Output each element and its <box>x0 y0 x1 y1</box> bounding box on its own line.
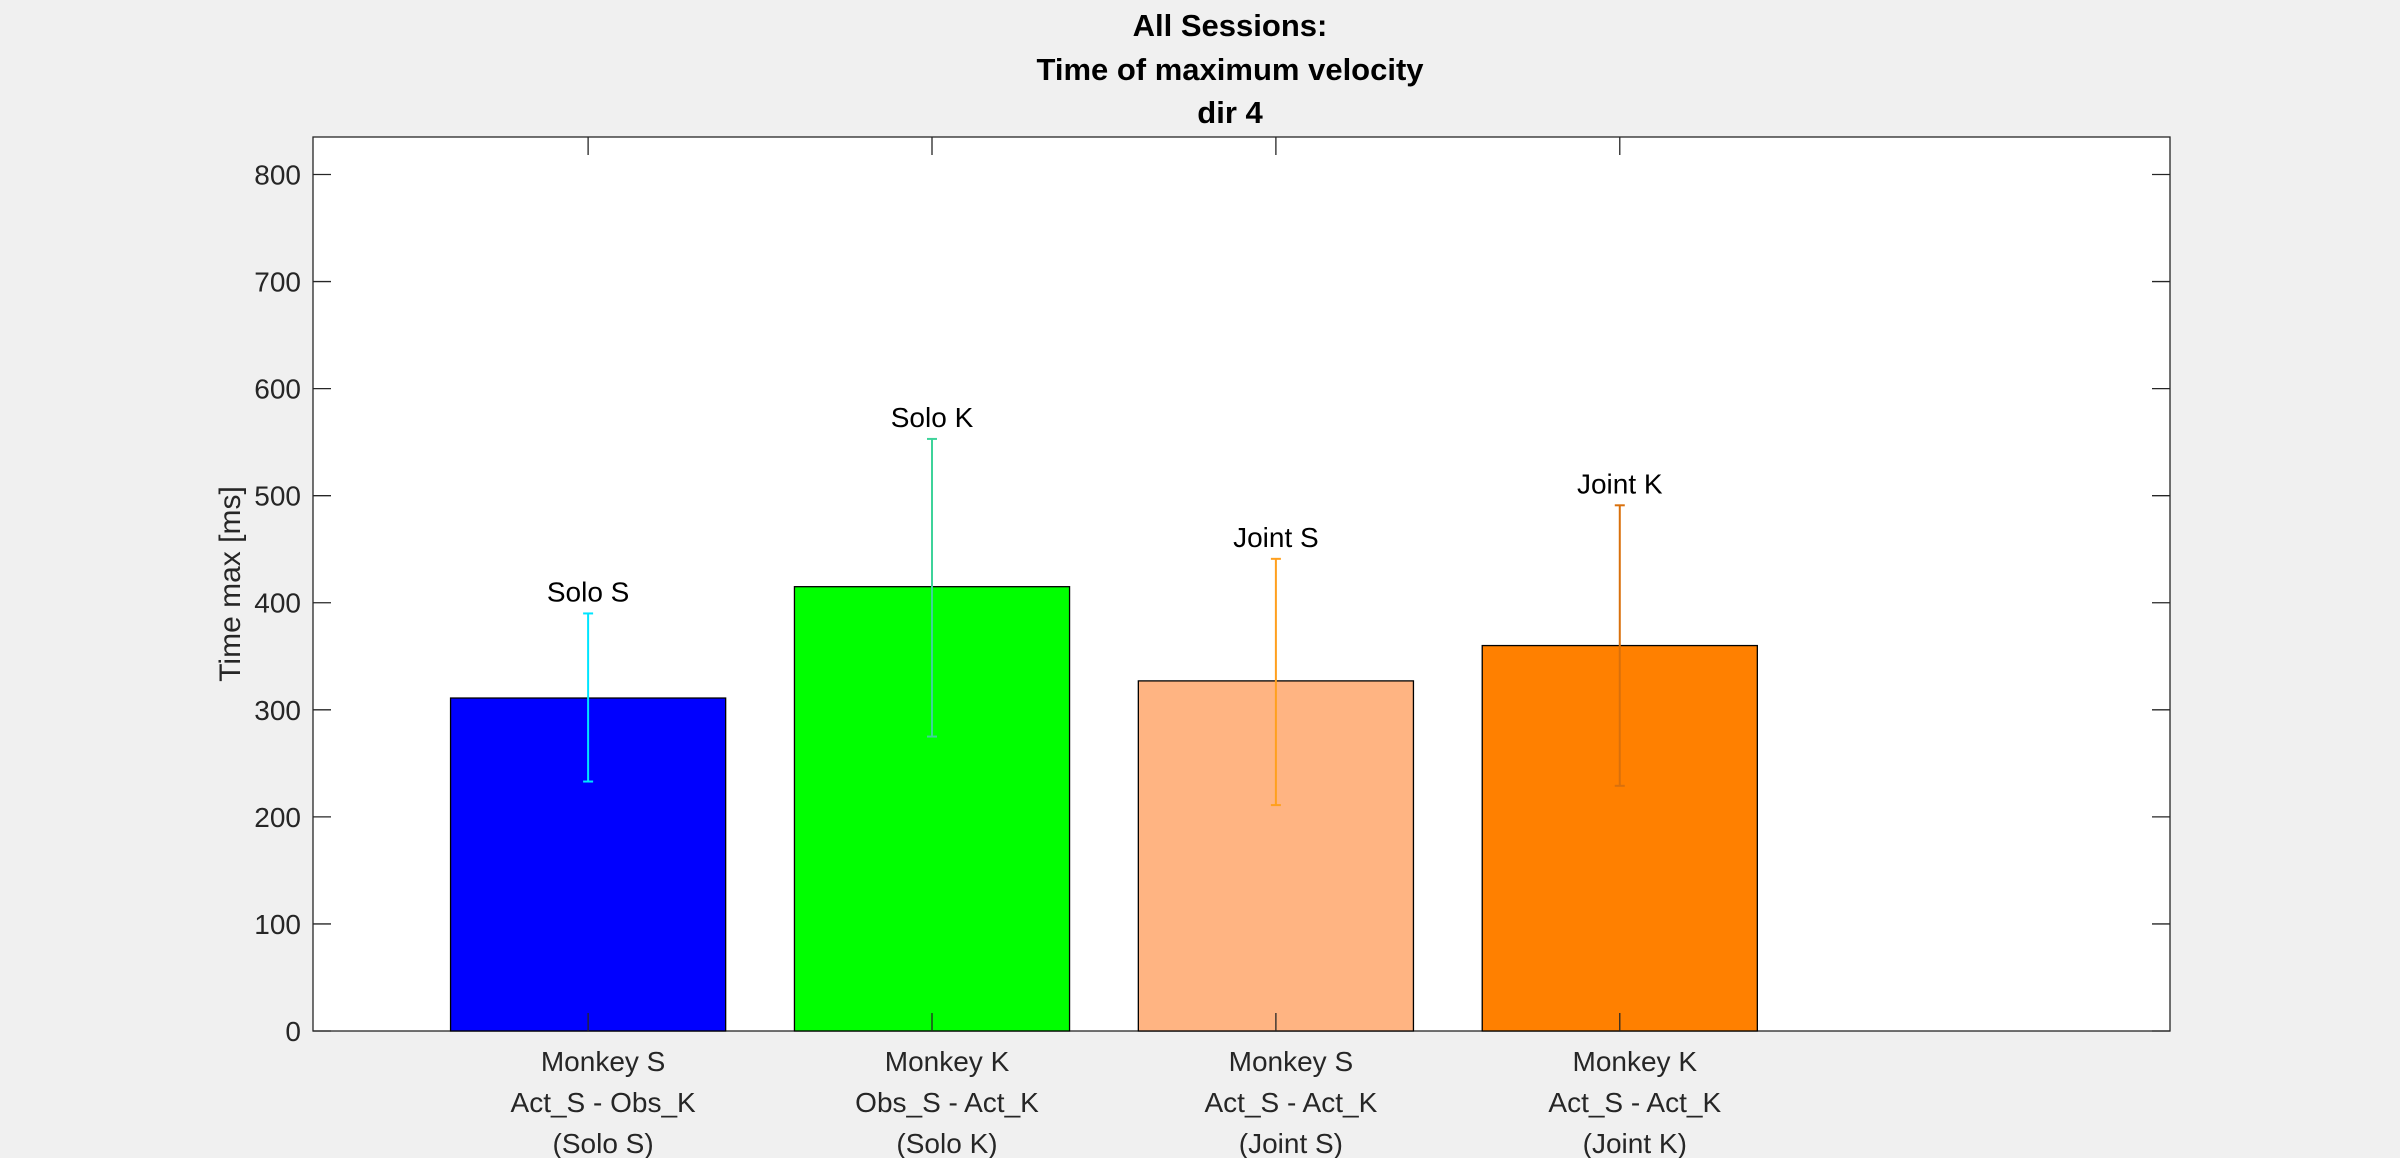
bar-annotation-solo-s: Solo S <box>547 576 630 607</box>
x-tick-label: Act_S - Act_K <box>1548 1087 1721 1118</box>
y-tick-label: 0 <box>285 1016 301 1047</box>
error-bar-solo-k <box>927 437 937 738</box>
x-tick-label: (Joint S) <box>1239 1128 1343 1158</box>
y-tick-label: 600 <box>254 374 301 405</box>
y-tick-label: 700 <box>254 267 301 298</box>
x-tick-label: Act_S - Obs_K <box>511 1087 697 1118</box>
error-bar-joint-s <box>1270 557 1281 807</box>
x-tick-label: Obs_S - Act_K <box>855 1087 1039 1118</box>
y-tick-label: 100 <box>254 909 301 940</box>
y-tick-label: 300 <box>254 695 301 726</box>
x-tick-label: Act_S - Act_K <box>1205 1087 1378 1118</box>
bars-layer <box>449 437 1758 1032</box>
y-tick-label: 800 <box>254 159 301 190</box>
bar-annotation-solo-k: Solo K <box>891 402 974 433</box>
x-tick-label: (Joint K) <box>1583 1128 1687 1158</box>
error-bar-joint-k <box>1614 504 1625 787</box>
x-tick-label: Monkey K <box>885 1046 1010 1077</box>
x-tick-label: Monkey S <box>1229 1046 1354 1077</box>
bar-annotation-joint-s: Joint S <box>1233 522 1319 553</box>
x-tick-label: Monkey K <box>1573 1046 1698 1077</box>
error-bar-solo-s <box>583 612 594 783</box>
x-tick-label: (Solo S) <box>553 1128 654 1158</box>
y-tick-label: 500 <box>254 481 301 512</box>
y-tick-label: 400 <box>254 588 301 619</box>
y-axis-label: Time max [ms] <box>214 486 247 682</box>
x-tick-label: Monkey S <box>541 1046 666 1077</box>
chart-title-line-2: Time of maximum velocity <box>1036 52 1424 87</box>
y-tick-label: 200 <box>254 802 301 833</box>
chart-title: All Sessions: Time of maximum velocity d… <box>1036 8 1424 130</box>
bar-annotation-joint-k: Joint K <box>1577 468 1663 499</box>
chart-title-line-1: All Sessions: <box>1133 8 1328 43</box>
chart-title-line-3: dir 4 <box>1197 95 1263 130</box>
labels-layer: Solo S Solo K Joint S Joint K 0 100 200 300 400 5… <box>254 159 1721 1158</box>
ticks-layer <box>313 137 2170 1032</box>
x-tick-label: (Solo K) <box>896 1128 997 1158</box>
